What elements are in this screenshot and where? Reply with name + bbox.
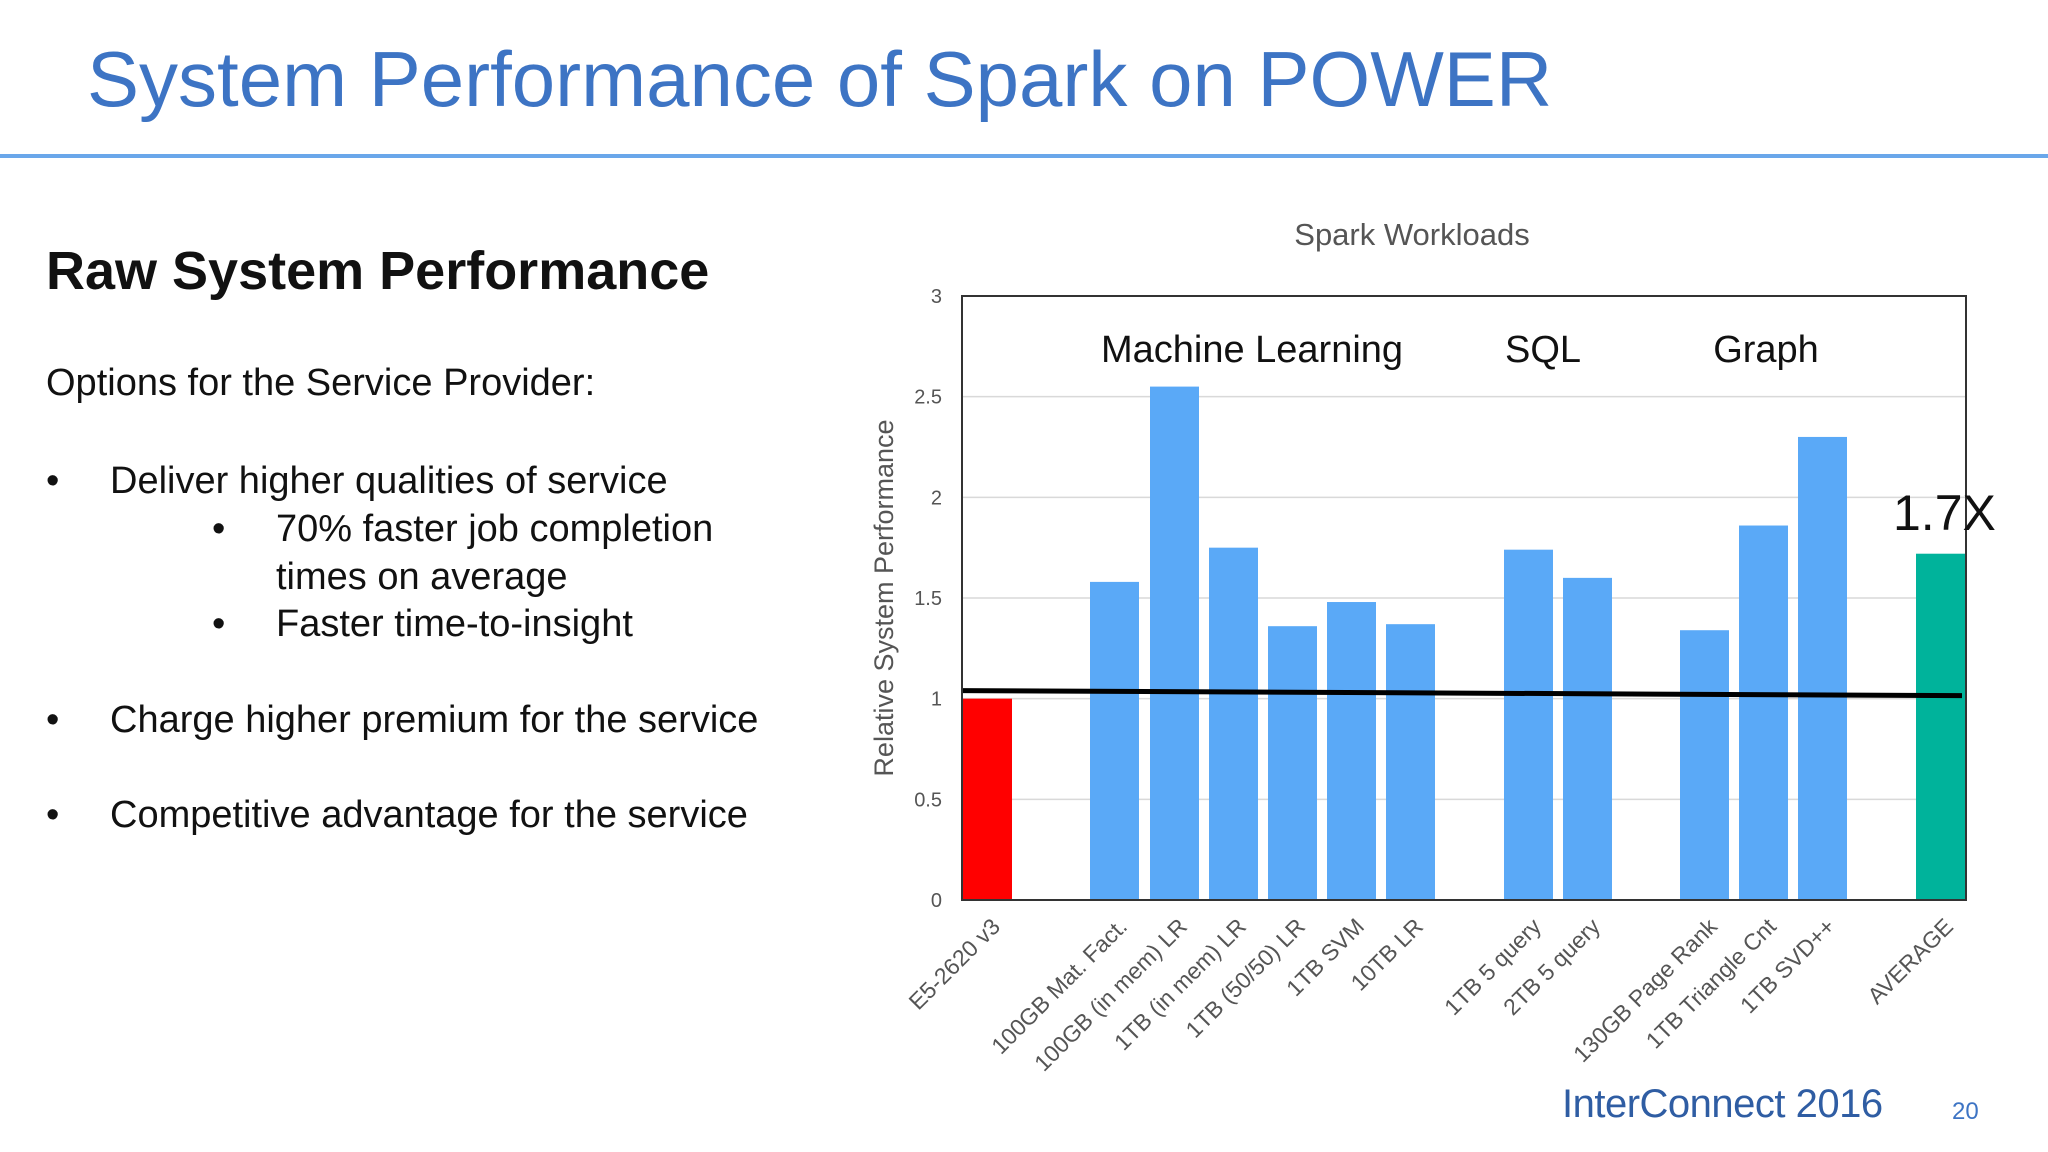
average-annotation: 1.7X [1893, 485, 1996, 541]
bullet-text: Faster time-to-insight [276, 603, 633, 645]
chart-title: Spark Workloads [1294, 217, 1529, 252]
bar [1386, 624, 1435, 900]
bullet-text: Competitive advantage for the service [110, 794, 748, 836]
x-tick-label: AVERAGE [1862, 913, 1958, 1009]
bullet-text: Charge higher premium for the service [110, 699, 759, 741]
group-label: SQL [1505, 329, 1581, 371]
bar [1209, 547, 1258, 900]
y-tick-label: 2 [931, 487, 942, 509]
y-tick-label: 0 [931, 890, 942, 912]
bar [1504, 549, 1553, 900]
bar [1563, 577, 1612, 900]
bullet-glyph: • [46, 460, 60, 502]
title-divider [0, 154, 2048, 158]
x-tick-label: E5-2620 v3 [903, 913, 1005, 1015]
bullet-text: times on average [276, 556, 568, 598]
bar [1739, 525, 1788, 900]
section-heading: Raw System Performance [46, 241, 710, 301]
bullet-glyph: • [212, 508, 226, 550]
bullet-glyph: • [46, 794, 60, 836]
slide-title: System Performance of Spark on POWER [87, 35, 1553, 123]
bar [1268, 626, 1317, 900]
bar [1680, 630, 1729, 900]
plot-frame [961, 295, 1967, 901]
bar [1327, 602, 1376, 900]
y-tick-label: 0.5 [914, 789, 942, 811]
bullet-glyph: • [46, 699, 60, 741]
group-label: Machine Learning [1101, 329, 1403, 371]
page-number: 20 [1952, 1098, 1979, 1125]
y-tick-label: 1.5 [914, 588, 942, 610]
y-tick-label: 1 [931, 689, 942, 711]
footer-brand: InterConnect 2016 [1562, 1082, 1883, 1126]
bar [963, 698, 1012, 900]
group-label: Graph [1713, 329, 1819, 371]
bullet-text: 70% faster job completion [276, 508, 714, 550]
y-tick-label: 2.5 [914, 387, 942, 409]
y-axis-label: Relative System Performance [869, 419, 899, 776]
bar [1150, 386, 1199, 901]
bullet-text: Deliver higher qualities of service [110, 460, 668, 502]
intro-text: Options for the Service Provider: [46, 362, 596, 404]
y-tick-label: 3 [931, 286, 942, 308]
bar [1916, 553, 1965, 900]
reference-line [962, 688, 1963, 699]
bar [1090, 581, 1139, 900]
bullet-glyph: • [212, 603, 226, 645]
bar [1798, 436, 1847, 900]
